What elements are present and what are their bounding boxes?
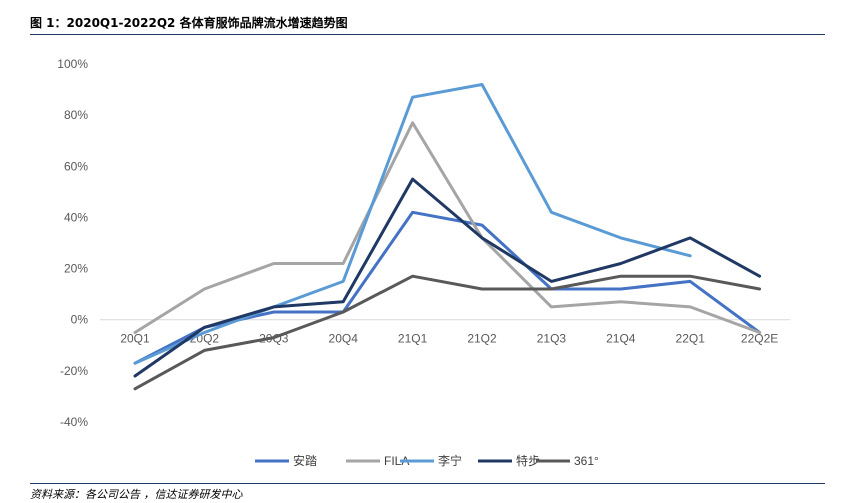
legend-label: 特步 [516, 453, 540, 468]
source-note: 资料来源：各公司公告 ，信达证券研发中心 [30, 488, 243, 501]
series-line-3 [133, 177, 762, 378]
y-tick-label: -20% [60, 364, 88, 378]
y-tick-label: -40% [60, 415, 88, 429]
source-rule [30, 483, 825, 484]
x-tick-label: 22Q1 [676, 332, 706, 346]
y-tick-label: 100% [57, 57, 88, 71]
y-tick-label: 20% [64, 262, 88, 276]
y-axis-ticks: 100% 80% 60% 40% 20% 0% -20% -40% [57, 57, 88, 429]
legend-label: 李宁 [438, 453, 462, 468]
y-tick-label: 0% [71, 313, 89, 327]
title-rule [30, 34, 825, 35]
legend-label: 361° [574, 454, 599, 468]
y-tick-label: 60% [64, 159, 88, 173]
x-tick-label: 21Q3 [537, 332, 567, 346]
series-line-2 [133, 83, 692, 365]
figure-title: 图 1：2020Q1-2022Q2 各体育服饰品牌流水增速趋势图 [30, 16, 348, 30]
y-tick-label: 40% [64, 210, 88, 224]
y-tick-label: 80% [64, 108, 88, 122]
x-tick-label: 22Q2E [741, 332, 778, 346]
legend: 安踏 FILA 李宁 特步 361° [255, 453, 599, 468]
x-tick-label: 21Q4 [606, 332, 636, 346]
legend-label: FILA [384, 454, 409, 468]
line-chart: 100%80%60%40%20%0%-20%-40% 20Q1 20Q2 20Q3 2… [57, 57, 790, 468]
x-tick-label: 20Q1 [120, 332, 150, 346]
series-line-1 [133, 121, 762, 334]
x-axis-ticks: 20Q1 20Q2 20Q3 20Q4 21Q1 21Q2 21Q3 21Q4 22Q1 22Q2… [120, 332, 778, 346]
series-lines [133, 83, 762, 391]
x-tick-label: 21Q1 [398, 332, 428, 346]
legend-label: 安踏 [293, 453, 317, 468]
x-tick-label: 21Q2 [467, 332, 497, 346]
series-line-4 [133, 274, 762, 391]
x-tick-label: 20Q4 [329, 332, 359, 346]
series-line-0 [133, 210, 762, 365]
